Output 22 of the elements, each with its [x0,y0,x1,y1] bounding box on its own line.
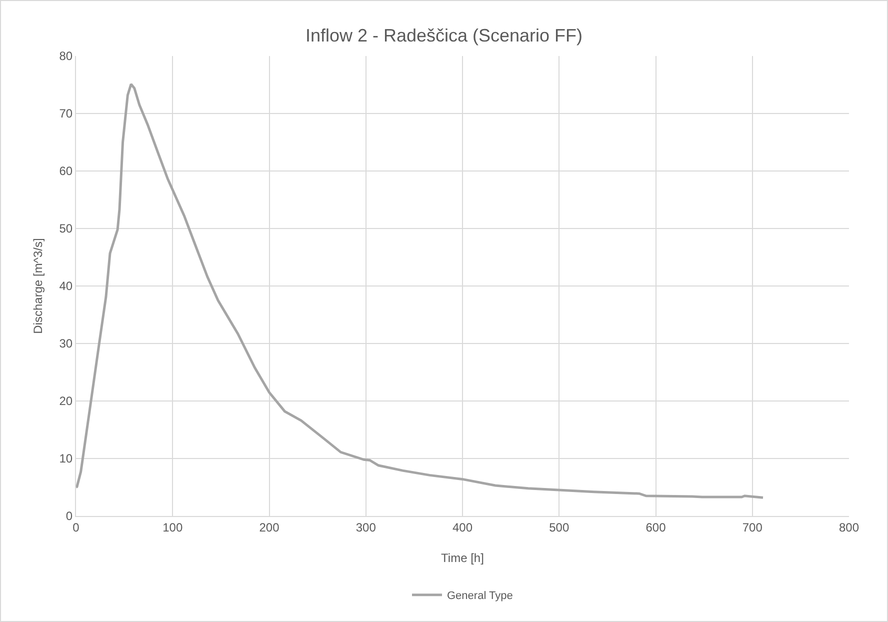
y-tick-label: 50 [59,222,73,236]
x-tick-label: 600 [646,520,666,534]
y-tick-label: 70 [59,106,73,121]
y-tick-label: 80 [59,49,73,64]
x-axis-title: Time [h] [441,551,484,565]
line-series [76,82,764,499]
y-tick-label: 40 [59,279,73,294]
chart-title: Inflow 2 - Radeščica (Scenario FF) [305,26,583,46]
x-tick-label: 100 [162,520,183,534]
x-tick-label: 700 [742,520,763,534]
x-tick-label: 300 [356,520,376,534]
y-tick-label: 20 [59,394,73,408]
x-tick-label: 800 [838,520,860,534]
y-tick-label: 0 [66,509,73,524]
x-tick-label: 200 [259,520,280,534]
y-tick-label: 10 [59,452,73,466]
x-tick-label: 400 [452,520,473,534]
y-tick-label: 30 [59,336,73,351]
y-tick-label: 60 [59,164,73,178]
legend-label: General Type [447,590,513,602]
x-tick-label: 500 [549,520,570,534]
y-axis-title: Discharge [m^3/s] [31,238,45,334]
